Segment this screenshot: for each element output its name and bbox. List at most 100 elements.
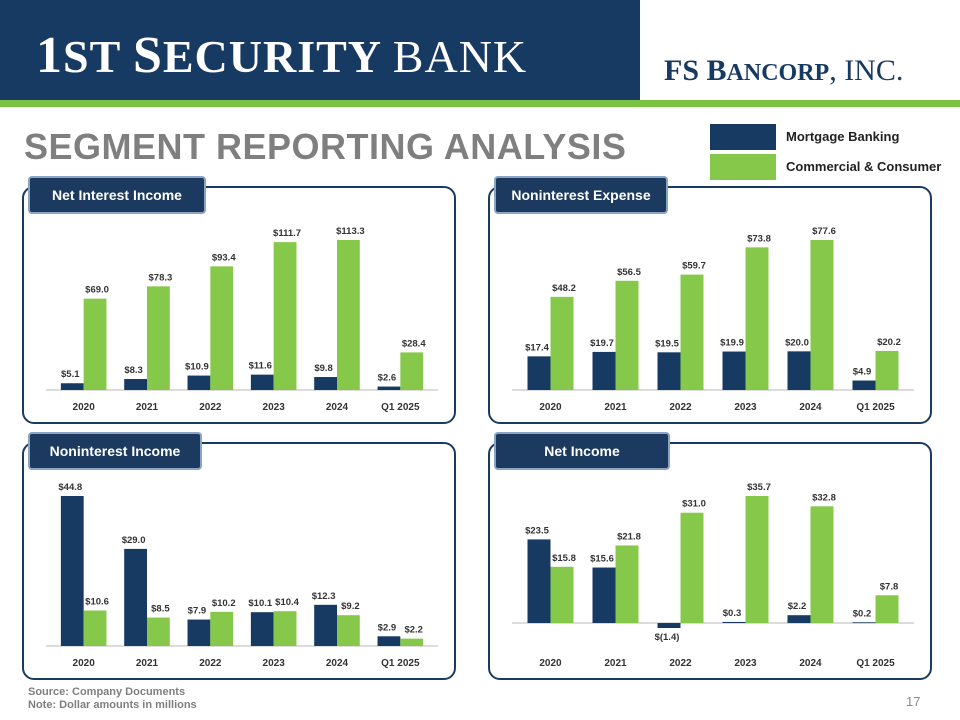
data-label-commercial: $2.2 — [404, 625, 423, 636]
bar-mortgage-2024 — [787, 351, 811, 390]
data-label-mortgage: $20.0 — [785, 337, 809, 348]
bar-commercial-2022 — [210, 611, 234, 646]
bank-logo-part: BANK — [392, 31, 528, 82]
bank-logo-part: ST — [63, 31, 133, 82]
data-label-mortgage: $5.1 — [61, 369, 80, 380]
bar-commercial-q1-2025 — [400, 352, 424, 390]
bar-mortgage-2021 — [592, 351, 616, 390]
data-label-mortgage: $2.6 — [378, 373, 397, 384]
data-label-mortgage: $4.9 — [853, 367, 872, 378]
data-label-commercial: $35.7 — [747, 482, 771, 493]
panel-noninterest-expense: $17.4 $48.2 2020 $19.7 $56.5 2021 $19.5 $59.7 20… — [488, 186, 932, 424]
bar-mortgage-2024 — [314, 377, 337, 390]
bar-mortgage-q1-2025 — [377, 386, 401, 390]
bank-logo: 1ST SECURITY BANK — [36, 26, 527, 85]
footer-notes: Source: Company Documents Note: Dollar a… — [28, 686, 197, 712]
data-label-commercial: $7.8 — [880, 581, 899, 592]
data-label-mortgage: $2.2 — [788, 601, 807, 612]
data-label-commercial: $78.3 — [149, 272, 173, 283]
bar-mortgage-2021 — [124, 548, 147, 646]
x-tick-label: 2021 — [136, 658, 159, 669]
bar-commercial-2023 — [273, 242, 297, 390]
chart-noninterest-income: $44.8 $10.6 2020 $29.0 $8.5 2021 $7.9 $10.2 2022… — [46, 482, 438, 669]
data-label-mortgage: $19.5 — [655, 338, 679, 349]
data-label-commercial: $10.2 — [212, 598, 236, 609]
x-tick-label: 2020 — [73, 658, 96, 669]
data-label-commercial: $93.4 — [212, 252, 236, 263]
bar-commercial-q1-2025 — [400, 638, 424, 646]
x-tick-label: 2022 — [199, 658, 222, 669]
bar-commercial-2020 — [550, 566, 574, 624]
page-number: 17 — [906, 694, 921, 709]
bar-mortgage-2024 — [787, 615, 811, 624]
x-tick-label: 2024 — [799, 402, 822, 413]
bar-mortgage-2023 — [722, 621, 746, 624]
bar-commercial-2024 — [337, 240, 360, 390]
bar-commercial-q1-2025 — [875, 350, 899, 390]
bar-mortgage-2020 — [527, 539, 551, 624]
panel-tab-net-income: Net Income — [494, 432, 670, 470]
parent-logo-part: ANCORP — [726, 60, 830, 86]
data-label-commercial: $59.7 — [682, 261, 706, 272]
data-label-commercial: $28.4 — [402, 338, 426, 349]
data-label-mortgage: $10.1 — [248, 598, 272, 609]
data-label-commercial: $48.2 — [552, 283, 576, 294]
data-label-commercial: $31.0 — [682, 499, 706, 510]
data-label-mortgage: $15.6 — [590, 554, 614, 565]
x-tick-label: 2023 — [263, 658, 286, 669]
bar-mortgage-2021 — [124, 379, 147, 390]
data-label-mortgage: $10.9 — [185, 362, 209, 373]
x-tick-label: 2020 — [73, 402, 96, 413]
x-tick-label: 2024 — [326, 658, 349, 669]
bar-mortgage-2020 — [60, 496, 84, 646]
x-tick-label: 2024 — [326, 402, 349, 413]
data-label-commercial: $111.7 — [273, 228, 301, 239]
bar-mortgage-2020 — [527, 356, 551, 390]
x-tick-label: 2024 — [799, 658, 822, 669]
data-label-mortgage: $(1.4) — [655, 632, 680, 643]
bar-mortgage-2022 — [657, 623, 681, 628]
x-tick-label: 2020 — [539, 658, 562, 669]
x-tick-label: 2020 — [539, 402, 562, 413]
bar-commercial-2020 — [83, 298, 107, 390]
bar-commercial-2020 — [83, 610, 107, 646]
data-label-commercial: $77.6 — [812, 226, 836, 237]
bar-commercial-2022 — [210, 266, 234, 390]
bank-logo-part: S — [132, 27, 163, 84]
bar-mortgage-2021 — [592, 567, 616, 624]
bar-commercial-2023 — [745, 496, 769, 624]
bar-mortgage-q1-2025 — [377, 636, 401, 646]
panel-tab-noninterest-expense: Noninterest Expense — [494, 176, 668, 214]
bar-commercial-2024 — [810, 240, 834, 390]
bar-commercial-q1-2025 — [875, 595, 899, 624]
bar-commercial-2021 — [615, 280, 639, 390]
chart-noninterest-expense: $17.4 $48.2 2020 $19.7 $56.5 2021 $19.5 $59.7 20… — [512, 226, 914, 413]
bar-mortgage-2023 — [722, 351, 746, 390]
data-label-commercial: $9.2 — [341, 601, 360, 612]
bank-logo-part: 1 — [36, 27, 63, 84]
data-label-mortgage: $2.9 — [378, 622, 397, 633]
chart-net-interest-income: $5.1 $69.0 2020 $8.3 $78.3 2021 $10.9 $93.4 2022… — [46, 226, 438, 413]
header-banner: 1ST SECURITY BANK — [0, 0, 640, 100]
bar-mortgage-2020 — [60, 383, 84, 390]
page-title: SEGMENT REPORTING ANALYSIS — [24, 126, 627, 167]
x-tick-label: 2023 — [734, 658, 757, 669]
bar-commercial-2024 — [810, 506, 834, 624]
bar-commercial-2022 — [680, 512, 704, 624]
x-tick-label: Q1 2025 — [856, 658, 895, 669]
bar-mortgage-q1-2025 — [852, 380, 876, 390]
legend-item-commercial: Commercial & Consumer — [710, 154, 950, 180]
panel-tab-net-interest-income: Net Interest Income — [28, 176, 206, 214]
legend-swatch-commercial — [710, 154, 776, 180]
parent-company-logo: FS BANCORP, INC. — [664, 54, 903, 88]
data-label-mortgage: $0.2 — [853, 608, 872, 619]
legend-item-mortgage: Mortgage Banking — [710, 124, 950, 150]
x-tick-label: 2022 — [199, 402, 222, 413]
panel-net-interest-income: $5.1 $69.0 2020 $8.3 $78.3 2021 $10.9 $93.4 2022… — [22, 186, 456, 424]
data-label-mortgage: $8.3 — [124, 365, 143, 376]
data-label-commercial: $73.8 — [747, 233, 771, 244]
x-tick-label: Q1 2025 — [381, 402, 420, 413]
bar-mortgage-q1-2025 — [852, 622, 876, 624]
x-tick-label: 2021 — [604, 658, 627, 669]
header: 1ST SECURITY BANK FS BANCORP, INC. — [0, 0, 960, 107]
